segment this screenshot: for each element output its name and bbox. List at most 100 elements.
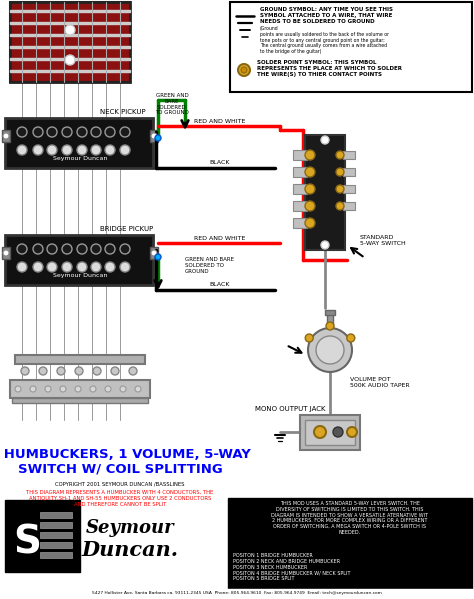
Bar bbox=[40, 522, 72, 528]
Circle shape bbox=[17, 262, 27, 272]
Circle shape bbox=[91, 244, 101, 254]
Circle shape bbox=[93, 367, 101, 375]
Bar bbox=[228, 498, 472, 593]
Bar bbox=[343, 151, 355, 159]
Circle shape bbox=[33, 145, 43, 155]
Text: Duncan.: Duncan. bbox=[82, 540, 179, 560]
Text: SOLDER POINT SYMBOL: THIS SYMBOL
REPRESENTS THE PLACE AT WHICH TO SOLDER
THE WIR: SOLDER POINT SYMBOL: THIS SYMBOL REPRESE… bbox=[257, 60, 402, 77]
Circle shape bbox=[105, 262, 115, 272]
Bar bbox=[10, 2, 130, 82]
Bar bbox=[5, 118, 153, 168]
Text: MONO OUTPUT JACK: MONO OUTPUT JACK bbox=[255, 406, 325, 412]
Text: COPYRIGHT 2001 SEYMOUR DUNCAN /BASSLINES: COPYRIGHT 2001 SEYMOUR DUNCAN /BASSLINES bbox=[55, 481, 185, 486]
Circle shape bbox=[21, 367, 29, 375]
Bar bbox=[40, 542, 72, 548]
Bar bbox=[305, 135, 345, 250]
Bar bbox=[300, 415, 360, 450]
Bar bbox=[343, 185, 355, 193]
Text: NECK PICKUP: NECK PICKUP bbox=[100, 109, 146, 115]
Text: GREEN AND
BARE
SOLDERED
TO GROUND: GREEN AND BARE SOLDERED TO GROUND bbox=[155, 93, 189, 116]
Circle shape bbox=[305, 334, 313, 342]
Circle shape bbox=[105, 127, 115, 137]
Bar bbox=[10, 10, 130, 12]
Circle shape bbox=[17, 244, 27, 254]
Circle shape bbox=[333, 427, 343, 437]
Circle shape bbox=[33, 262, 43, 272]
Circle shape bbox=[238, 64, 250, 76]
Bar bbox=[305, 420, 355, 445]
Text: BLACK: BLACK bbox=[210, 160, 230, 165]
Bar bbox=[293, 167, 307, 177]
Circle shape bbox=[336, 151, 344, 159]
Circle shape bbox=[91, 127, 101, 137]
Circle shape bbox=[39, 367, 47, 375]
Circle shape bbox=[33, 127, 43, 137]
Circle shape bbox=[120, 262, 130, 272]
Circle shape bbox=[62, 127, 72, 137]
Text: RED AND WHITE: RED AND WHITE bbox=[194, 236, 246, 241]
Bar bbox=[5, 235, 153, 285]
Circle shape bbox=[77, 145, 87, 155]
Circle shape bbox=[60, 386, 66, 392]
Circle shape bbox=[65, 25, 75, 35]
Bar bbox=[230, 2, 472, 92]
Circle shape bbox=[105, 386, 111, 392]
Circle shape bbox=[326, 322, 334, 330]
Bar bbox=[343, 202, 355, 210]
Bar bbox=[5, 500, 80, 572]
Circle shape bbox=[47, 262, 57, 272]
Circle shape bbox=[45, 386, 51, 392]
Circle shape bbox=[91, 262, 101, 272]
Circle shape bbox=[62, 262, 72, 272]
Circle shape bbox=[316, 336, 344, 364]
Bar bbox=[293, 201, 307, 211]
Bar bbox=[10, 46, 130, 48]
Circle shape bbox=[57, 367, 65, 375]
Circle shape bbox=[305, 218, 315, 228]
Circle shape bbox=[65, 55, 75, 65]
Circle shape bbox=[33, 244, 43, 254]
Circle shape bbox=[75, 367, 83, 375]
Circle shape bbox=[308, 328, 352, 372]
Bar bbox=[10, 2, 130, 82]
Bar bbox=[10, 58, 130, 60]
Text: THIS MOD USES A STANDARD 5-WAY LEVER SWITCH. THE
DIVERSITY OF SWITCHING IS LIMIT: THIS MOD USES A STANDARD 5-WAY LEVER SWI… bbox=[272, 501, 428, 535]
Bar bbox=[10, 70, 130, 72]
Circle shape bbox=[77, 127, 87, 137]
Circle shape bbox=[321, 241, 329, 249]
Text: Seymour Duncan: Seymour Duncan bbox=[53, 156, 107, 161]
Circle shape bbox=[336, 185, 344, 193]
Circle shape bbox=[111, 367, 119, 375]
Circle shape bbox=[155, 254, 161, 260]
Circle shape bbox=[62, 244, 72, 254]
Bar bbox=[15, 355, 145, 364]
Bar bbox=[10, 380, 150, 398]
Circle shape bbox=[3, 133, 9, 139]
Circle shape bbox=[347, 334, 355, 342]
Circle shape bbox=[47, 127, 57, 137]
Bar bbox=[40, 532, 72, 538]
Bar bbox=[343, 168, 355, 176]
Circle shape bbox=[75, 386, 81, 392]
Bar bbox=[40, 552, 72, 558]
Bar bbox=[293, 150, 307, 160]
Text: S: S bbox=[13, 523, 41, 561]
Bar bbox=[2, 130, 10, 142]
Text: Seymour Duncan: Seymour Duncan bbox=[53, 273, 107, 278]
Circle shape bbox=[47, 244, 57, 254]
Circle shape bbox=[155, 135, 161, 141]
Text: THIS DIAGRAM REPRESENTS A HUMBUCKER WITH 4 CONDUCTORS, THE
ANTIQUITY,SH-1 AND SH: THIS DIAGRAM REPRESENTS A HUMBUCKER WITH… bbox=[27, 490, 214, 507]
Circle shape bbox=[17, 127, 27, 137]
Circle shape bbox=[151, 133, 157, 139]
Circle shape bbox=[62, 145, 72, 155]
Circle shape bbox=[336, 202, 344, 210]
Text: GROUND SYMBOL: ANY TIME YOU SEE THIS
SYMBOL ATTACHED TO A WIRE, THAT WIRE
NEEDS : GROUND SYMBOL: ANY TIME YOU SEE THIS SYM… bbox=[260, 7, 393, 23]
Bar bbox=[325, 310, 335, 315]
Text: BLACK: BLACK bbox=[210, 282, 230, 287]
Bar bbox=[12, 398, 148, 403]
Circle shape bbox=[120, 127, 130, 137]
Text: (Ground
points are usually soldered to the back of the volume or
tone pots or to: (Ground points are usually soldered to t… bbox=[260, 26, 389, 54]
Circle shape bbox=[17, 145, 27, 155]
Circle shape bbox=[77, 262, 87, 272]
Text: Seymour: Seymour bbox=[86, 519, 174, 537]
